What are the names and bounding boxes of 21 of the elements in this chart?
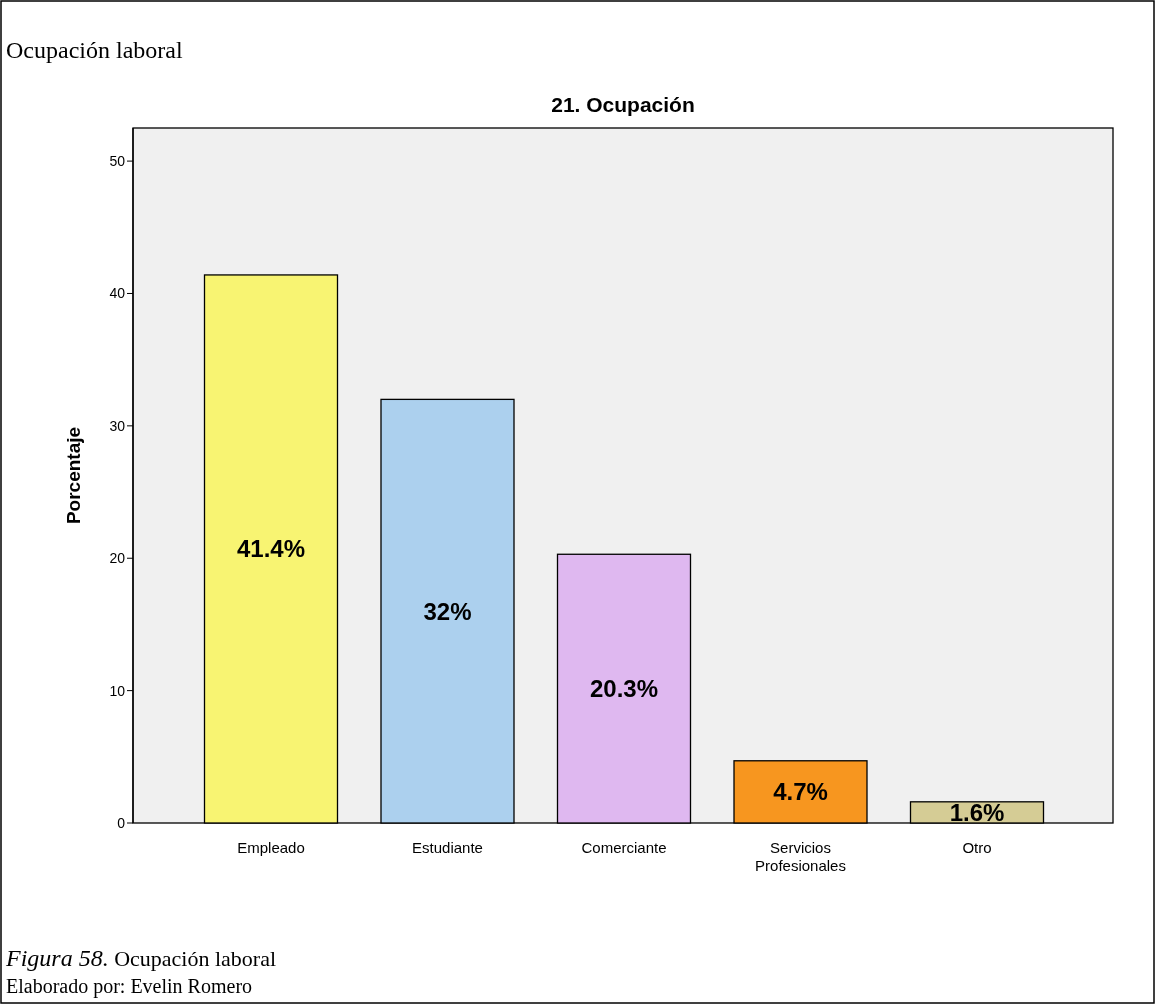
y-tick-label: 30 (109, 417, 126, 434)
text: Figura 58. Ocupación laboral (5, 945, 277, 971)
y-axis-title: Porcentaje (63, 426, 84, 525)
y-tick-label: 40 (109, 285, 126, 302)
y-tick-label: 0 (117, 814, 126, 831)
y-tick-label: 20 (109, 550, 126, 567)
data-label: 20.3% (589, 675, 659, 703)
data-label: 41.4% (236, 535, 306, 563)
chart-title: 21. Ocupación (551, 93, 695, 116)
data-label: 4.7% (773, 778, 828, 806)
x-tick-label: Comerciante (581, 839, 667, 856)
text: Elaborado por: Evelin Romero (6, 975, 253, 998)
y-tick-label: 10 (109, 682, 126, 699)
x-tick-label: Empleado (237, 839, 305, 856)
x-tick-label: Otro (962, 839, 992, 856)
y-tick-label: 50 (109, 153, 126, 169)
x-tick-label: Servicios Profesionales (755, 839, 846, 874)
data-label: 32% (423, 597, 472, 625)
data-label: 1.6% (949, 798, 1005, 826)
x-tick-label: Estudiante (412, 839, 483, 856)
chart-subtitle: Ocupación laboral (6, 37, 183, 63)
